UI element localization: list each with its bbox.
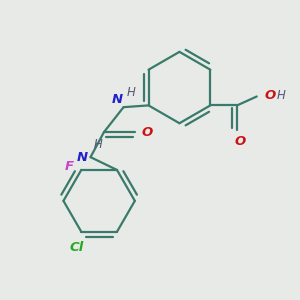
Text: N: N — [77, 151, 88, 164]
Text: H: H — [93, 138, 102, 151]
Text: H: H — [127, 86, 136, 99]
Text: O: O — [141, 126, 153, 139]
Text: O: O — [265, 89, 276, 102]
Text: O: O — [234, 135, 245, 148]
Text: H: H — [276, 89, 285, 102]
Text: N: N — [112, 93, 123, 106]
Text: F: F — [65, 160, 74, 173]
Text: Cl: Cl — [70, 241, 84, 254]
